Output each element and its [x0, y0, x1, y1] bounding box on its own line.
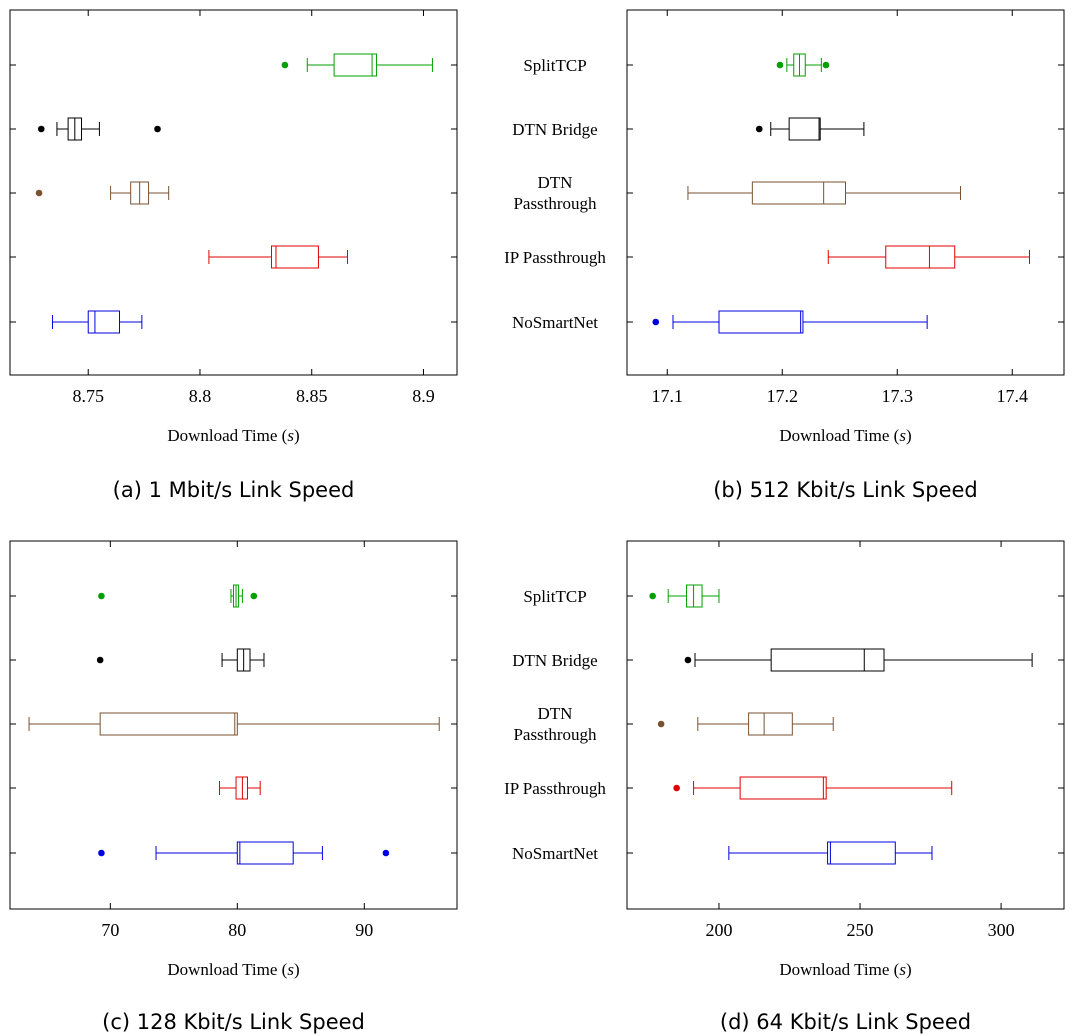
- box-nosmartnet: [51, 310, 143, 334]
- outlier-point: [652, 318, 660, 326]
- x-tick-label: 90: [355, 920, 373, 940]
- x-tick-label: 70: [101, 920, 119, 940]
- outlier-point: [684, 656, 692, 664]
- x-tick-label: 17.4: [997, 386, 1029, 406]
- plot-frame: [9, 540, 458, 910]
- iqr-box: [87, 310, 121, 334]
- iqr-box: [270, 245, 319, 269]
- iqr-box: [827, 841, 896, 865]
- x-axis-label: Download Time (s): [779, 960, 911, 979]
- category-labels: SplitTCP DTN Bridge DTN Passthrough IP Passt…: [504, 56, 606, 863]
- box-dtn-passthrough: [28, 712, 440, 736]
- outlier-point: [250, 592, 258, 600]
- x-tick-label: 17.3: [882, 386, 914, 406]
- category-label: DTN Passthrough: [513, 173, 597, 213]
- category-label: SplitTCP: [523, 587, 586, 606]
- box-ip-passthrough: [827, 245, 1030, 269]
- panel-caption: (a) 1 Mbit/s Link Speed: [113, 478, 355, 502]
- category-label: DTN Bridge: [512, 651, 597, 670]
- outlier-point: [281, 61, 289, 69]
- x-tick-label: 80: [228, 920, 246, 940]
- box-ip-passthrough: [208, 245, 348, 269]
- boxplot-panel-2: 17.1 17.2 17.3 17.4 Download Time (s) (b) 512…: [626, 9, 1065, 502]
- box-dtn-bridge: [37, 117, 161, 141]
- category-label: NoSmartNet: [512, 844, 598, 863]
- category-label: DTN Passthrough: [513, 704, 597, 744]
- x-tick-label: 200: [705, 920, 732, 940]
- box-nosmartnet: [98, 841, 390, 865]
- outlier-point: [98, 592, 105, 600]
- outlier-point: [35, 189, 43, 197]
- outlier-point: [96, 656, 104, 664]
- x-tick-label: 8.85: [296, 386, 328, 406]
- iqr-box: [99, 712, 238, 736]
- boxplot-panel-3: 70 80 90 Download Time (s) (c) 128 Kbit/s Li…: [9, 540, 458, 1034]
- outlier-point: [37, 125, 45, 133]
- box-dtn-passthrough: [687, 181, 961, 205]
- outlier-point: [382, 849, 390, 857]
- box-splittcp: [98, 584, 258, 608]
- outlier-point: [154, 125, 161, 133]
- x-axis-label: Download Time (s): [167, 960, 299, 979]
- boxplot-panel-1: 8.75 8.8 8.85 8.9 Download Time (s) (a) 1 Mbi…: [9, 9, 458, 502]
- x-tick-label: 8.75: [72, 386, 104, 406]
- iqr-box: [333, 53, 378, 77]
- iqr-box: [718, 310, 804, 334]
- x-tick-label: 8.8: [189, 386, 212, 406]
- outlier-point: [822, 61, 830, 69]
- iqr-box: [748, 712, 793, 736]
- boxplot-panel-4: 200 250 300 Download Time (s) (d) 64 Kbit/s …: [626, 540, 1065, 1034]
- box-ip-passthrough: [219, 776, 261, 800]
- iqr-box: [236, 841, 294, 865]
- box-splittcp: [649, 584, 720, 608]
- box-dtn-passthrough: [35, 181, 170, 205]
- iqr-box: [788, 117, 821, 141]
- category-label: NoSmartNet: [512, 313, 598, 332]
- box-ip-passthrough: [673, 776, 953, 800]
- box-dtn-passthrough: [657, 712, 834, 736]
- plot-frame: [626, 540, 1065, 910]
- iqr-box: [235, 776, 248, 800]
- box-dtn-bridge: [755, 117, 865, 141]
- iqr-box: [686, 584, 703, 608]
- category-label: SplitTCP: [523, 56, 586, 75]
- iqr-box: [885, 245, 956, 269]
- x-tick-label: 8.9: [412, 386, 435, 406]
- x-tick-label: 17.1: [652, 386, 684, 406]
- x-tick-label: 300: [988, 920, 1015, 940]
- panel-caption: (d) 64 Kbit/s Link Speed: [720, 1010, 971, 1034]
- box-nosmartnet: [728, 841, 933, 865]
- box-splittcp: [281, 53, 433, 77]
- iqr-box: [751, 181, 846, 205]
- x-axis-label: Download Time (s): [779, 426, 911, 445]
- x-tick-label: 17.2: [767, 386, 799, 406]
- outlier-point: [657, 720, 665, 728]
- outlier-point: [755, 125, 763, 133]
- outlier-point: [649, 592, 656, 600]
- box-dtn-bridge: [96, 648, 265, 672]
- x-axis-label: Download Time (s): [167, 426, 299, 445]
- box-splittcp: [776, 53, 830, 77]
- category-label: IP Passthrough: [504, 248, 606, 267]
- x-tick-label: 250: [847, 920, 874, 940]
- outlier-point: [776, 61, 784, 69]
- category-label: DTN Bridge: [512, 120, 597, 139]
- outlier-point: [98, 849, 105, 857]
- category-label: IP Passthrough: [504, 779, 606, 798]
- panel-caption: (c) 128 Kbit/s Link Speed: [102, 1010, 365, 1034]
- panel-caption: (b) 512 Kbit/s Link Speed: [713, 478, 978, 502]
- iqr-box: [770, 648, 885, 672]
- box-nosmartnet: [652, 310, 928, 334]
- outlier-point: [673, 784, 680, 792]
- iqr-box: [739, 776, 827, 800]
- box-dtn-bridge: [684, 648, 1033, 672]
